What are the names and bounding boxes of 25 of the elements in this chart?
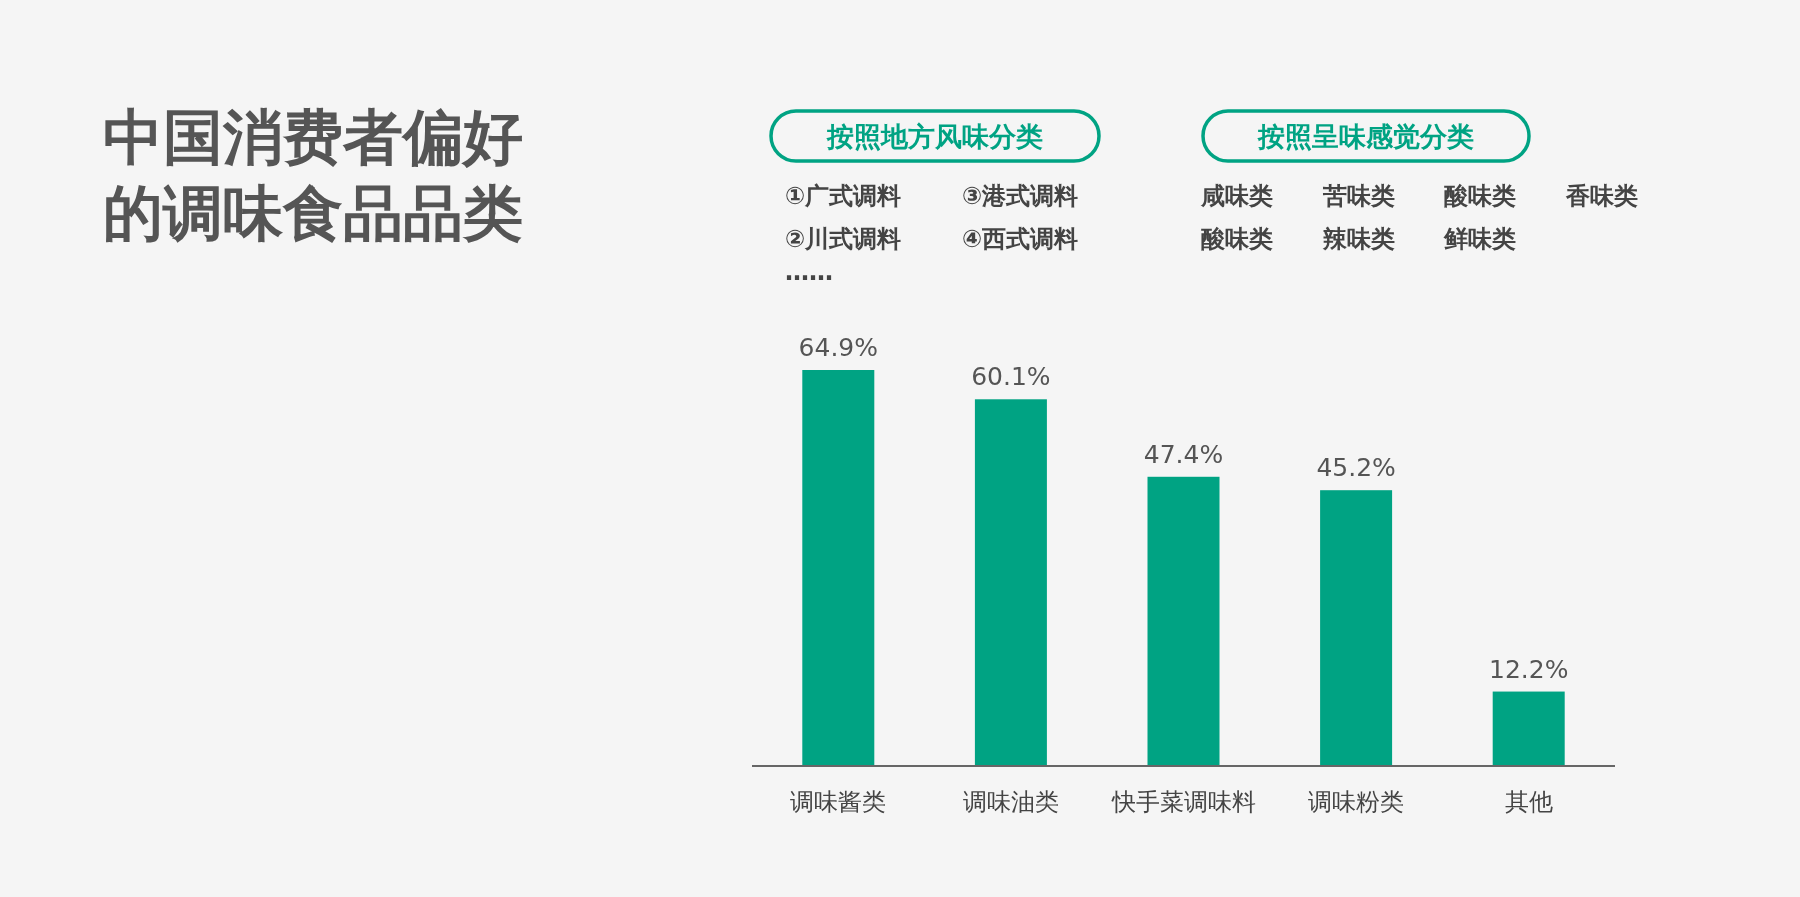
x-tick-label: 其他 [1504, 788, 1553, 816]
annotation: 苦味类 [1323, 182, 1395, 210]
x-tick-label: 快手菜调味料 [1110, 788, 1256, 816]
data-label: 64.9% [798, 333, 879, 362]
annotation: ①广式调料 [785, 182, 902, 210]
x-tick-label: 调味粉类 [1308, 788, 1405, 816]
x-tick-label: 调味酱类 [790, 788, 887, 816]
title: 中国消费者偏好的调味食品品类 [103, 102, 523, 248]
annotation: 香味类 [1566, 182, 1638, 210]
annotation: …… [785, 258, 833, 286]
annotation: ④西式调料 [962, 225, 1079, 253]
data-label: 60.1% [971, 362, 1051, 392]
data-label: 12.2% [1488, 654, 1569, 684]
data-label: 47.4% [1143, 439, 1224, 469]
annotation: 酸味类 [1201, 225, 1273, 253]
x-tick-label: 调味油类 [962, 788, 1059, 816]
annotation: 咸味类 [1201, 182, 1273, 210]
annotation: 鲜味类 [1444, 225, 1516, 253]
annotation: 按照地方风味分类 [769, 109, 1101, 163]
annotation: 按照呈味感觉分类 [1201, 109, 1531, 163]
data-label: 45.2% [1316, 453, 1396, 483]
annotation: ②川式调料 [785, 225, 902, 253]
annotation: ③港式调料 [962, 182, 1079, 210]
annotation: 辣味类 [1323, 225, 1395, 253]
annotation: 酸味类 [1444, 182, 1516, 210]
